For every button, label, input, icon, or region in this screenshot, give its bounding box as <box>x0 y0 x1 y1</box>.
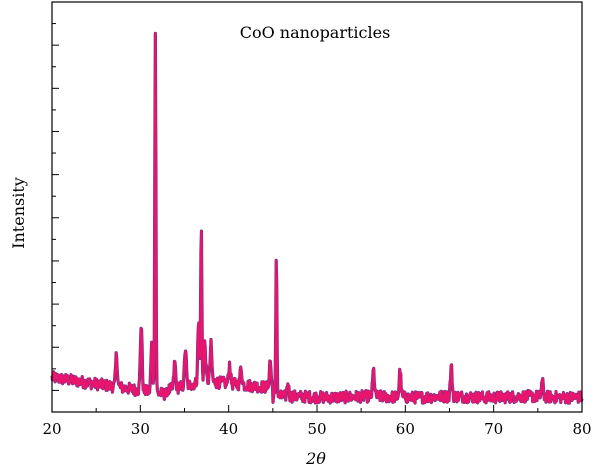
x-tick-label-20: 20 <box>42 420 61 438</box>
series-line-outline <box>50 31 584 405</box>
tick-layer: 20 30 40 50 60 70 80 <box>42 1 592 438</box>
x-tick-label-70: 70 <box>484 420 503 438</box>
x-tick-label-60: 60 <box>396 420 415 438</box>
series-layer <box>50 31 584 405</box>
x-tick-label-30: 30 <box>131 420 150 438</box>
chart-title: CoO nanoparticles <box>240 23 391 42</box>
series-line <box>50 32 584 405</box>
x-tick-label-40: 40 <box>219 420 238 438</box>
y-axis-label: Intensity <box>9 177 28 249</box>
x-axis-label: 2θ <box>305 449 326 468</box>
x-tick-label-80: 80 <box>572 420 591 438</box>
x-tick-label-50: 50 <box>307 420 326 438</box>
plot-frame <box>51 1 583 413</box>
